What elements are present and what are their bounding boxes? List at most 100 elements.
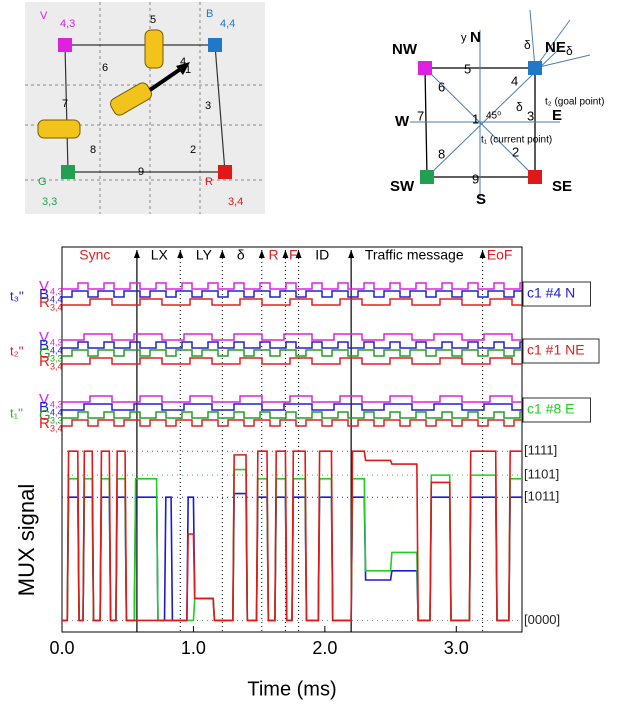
delta: δ: [524, 38, 531, 52]
channel-sub: 3,4: [50, 423, 63, 433]
current-point: t₁ (current point): [481, 135, 552, 146]
plot: Time (ms) MUX signal 0.0 1.0 2.0 3.0 Sync LX LY δ…: [10, 247, 600, 700]
channel-sub: 4,4: [50, 407, 63, 417]
track-photo: V 4,3 B 4,4 G 3,3 R 3,4 1 2 3 4 5 6 7 8 …: [25, 2, 265, 214]
digital-wave: [62, 298, 522, 306]
node-b: [528, 61, 542, 75]
photo-number: 8: [90, 144, 96, 156]
segment-label: F: [289, 247, 298, 263]
digital-wave: [62, 357, 522, 365]
channel-sub: 4,3: [50, 286, 63, 296]
segment-label: Traffic message: [365, 247, 464, 263]
channel-letter: G: [39, 345, 51, 362]
segment-label: R: [269, 247, 279, 263]
direction: N: [470, 29, 481, 46]
channel-letter: B: [39, 337, 49, 354]
code-box: [522, 338, 600, 364]
divider-arrow: [133, 250, 140, 258]
photo-label: R: [205, 176, 213, 188]
photo-number: 3: [205, 100, 211, 112]
photo-number: 2: [190, 144, 196, 156]
level-label: [1101]: [524, 467, 559, 482]
y-axis-label: MUX signal: [14, 484, 39, 596]
level-label: [0000]: [524, 612, 560, 627]
segment-label: LX: [151, 247, 169, 263]
plot-frame: [61, 246, 523, 633]
direction: SE: [552, 178, 572, 195]
channel-letter: B: [39, 286, 49, 303]
photo-label: 4,3: [60, 18, 75, 30]
photo-label: 3,3: [42, 196, 57, 208]
channel-letter: V: [39, 329, 49, 346]
code-label: c1 #1 NE: [527, 342, 585, 358]
digital-wave: [62, 403, 522, 411]
code-box: [522, 397, 591, 423]
node-g: [61, 165, 75, 179]
x-tick-label: 0.0: [49, 638, 74, 658]
goal-point: t₂ (goal point): [545, 97, 604, 108]
digital-wave: [62, 411, 522, 419]
delta: δ: [566, 44, 573, 58]
channel-sub: 4,4: [50, 294, 63, 304]
level-label: [1011]: [524, 489, 559, 504]
digital-wave: [62, 341, 522, 349]
x-tick-label: 3.0: [444, 638, 469, 658]
level-label: [1111]: [524, 443, 557, 458]
compass-number: 5: [464, 61, 471, 76]
delta: δ: [516, 100, 523, 114]
direction: E: [552, 107, 562, 124]
node-r: [528, 170, 542, 184]
photo-lines: [64, 44, 226, 173]
compass-number: 6: [438, 79, 445, 94]
compass: NW N NE W E SW S SE 1 2 3 4 5 6 7 8 9 y …: [390, 9, 604, 208]
group-label: t₃'': [10, 288, 24, 303]
channel-letter: V: [39, 391, 49, 408]
angle: 45⁰: [486, 111, 501, 122]
group-label: t₂'': [10, 343, 24, 358]
segment-label: EoF: [487, 247, 513, 263]
photo-number: 1: [185, 64, 191, 76]
compass-number: 3: [527, 108, 534, 123]
direction: SW: [390, 178, 415, 195]
photo-number: 9: [138, 166, 144, 178]
channel-letter: R: [39, 415, 50, 432]
channel-sub: 3,4: [50, 361, 63, 371]
group-label: t₁'': [10, 405, 23, 420]
digital-wave: [62, 282, 522, 290]
segment-label: ID: [315, 247, 329, 263]
channel-sub: 3,3: [50, 415, 63, 425]
divider-arrow: [177, 250, 184, 258]
photo-label: 3,4: [228, 196, 243, 208]
node-r: [218, 165, 232, 179]
node-v: [58, 38, 72, 52]
segment-label: LY: [196, 247, 213, 263]
arrow-head: [176, 62, 190, 75]
channel-letter: B: [39, 399, 49, 416]
segment-label: δ: [237, 247, 245, 263]
x-tick-label: 1.0: [181, 638, 206, 658]
car: [37, 119, 81, 139]
divider-arrow: [282, 250, 289, 258]
digital-wave: [62, 333, 522, 341]
node-v: [418, 61, 432, 75]
x-axis-label: Time (ms): [247, 678, 336, 700]
digital-wave: [62, 290, 522, 298]
code-label: c1 #4 N: [527, 285, 575, 301]
digital-wave: [62, 349, 522, 357]
direction: NW: [392, 41, 418, 58]
channel-sub: 4,3: [50, 337, 63, 347]
axis-label: y: [461, 32, 467, 44]
x-tick-label: 2.0: [312, 638, 337, 658]
compass-number: 1: [472, 111, 479, 126]
compass-number: 4: [511, 73, 518, 88]
channel-letter: R: [39, 353, 50, 370]
compass-number: 9: [472, 171, 479, 186]
digital-wave: [62, 419, 522, 427]
compass-number: 7: [417, 108, 424, 123]
photo-number: 5: [150, 14, 156, 26]
compass-number: 8: [438, 146, 445, 161]
divider-arrow: [295, 250, 302, 258]
code-box: [522, 281, 591, 307]
segment-label: Sync: [79, 247, 110, 263]
